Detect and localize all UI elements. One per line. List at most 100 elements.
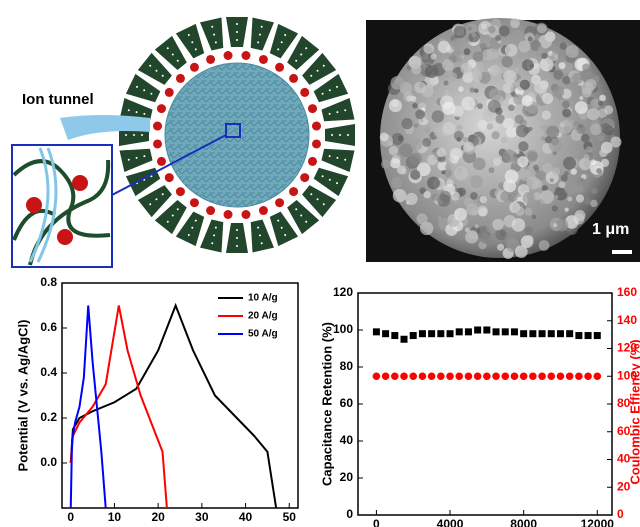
sem-flake bbox=[415, 109, 425, 119]
point bbox=[557, 330, 564, 337]
ion bbox=[312, 122, 321, 131]
ion bbox=[190, 63, 199, 72]
sem-flake bbox=[389, 99, 402, 112]
sem-flake bbox=[582, 63, 590, 71]
point bbox=[548, 330, 555, 337]
ligand-dot bbox=[215, 41, 217, 43]
ligand-block bbox=[200, 219, 223, 252]
y-tick-label: 0.8 bbox=[40, 275, 57, 289]
point bbox=[447, 330, 454, 337]
sem-flake bbox=[548, 51, 553, 56]
sem-flake bbox=[550, 178, 554, 182]
sem-flake bbox=[391, 177, 402, 188]
sem-flake bbox=[480, 43, 487, 50]
point bbox=[373, 372, 381, 380]
sem-flake bbox=[489, 88, 502, 101]
sem-flake bbox=[470, 175, 483, 188]
sem-flake bbox=[488, 26, 496, 34]
ion bbox=[275, 198, 284, 207]
sem-flake bbox=[534, 81, 547, 94]
sem-flake bbox=[501, 137, 507, 143]
sem-flake bbox=[409, 153, 421, 165]
sem-flake bbox=[461, 97, 475, 111]
point bbox=[584, 372, 592, 380]
ion bbox=[206, 55, 215, 64]
sem-flake bbox=[423, 43, 434, 54]
x-tick-label: 12000 bbox=[581, 517, 615, 527]
sem-flake bbox=[503, 149, 516, 162]
point bbox=[520, 330, 527, 337]
ligand-dot bbox=[213, 234, 215, 236]
ligand-block bbox=[200, 18, 223, 51]
sem-flake bbox=[431, 53, 437, 59]
ion bbox=[153, 139, 162, 148]
sem-flake bbox=[456, 137, 461, 142]
ligand-dot bbox=[277, 220, 279, 222]
ligand-dot bbox=[133, 134, 135, 136]
sem-flake bbox=[515, 245, 528, 258]
sem-flake bbox=[600, 123, 610, 133]
series-line bbox=[71, 306, 106, 509]
sem-flake bbox=[591, 188, 598, 195]
ligand-dot bbox=[261, 26, 263, 28]
ligand-dot bbox=[281, 41, 283, 43]
ion bbox=[153, 122, 162, 131]
sem-flake bbox=[465, 230, 478, 243]
point bbox=[428, 372, 436, 380]
sem-flake bbox=[503, 179, 516, 192]
ligand-dot bbox=[211, 26, 213, 28]
ion bbox=[165, 173, 174, 182]
ion bbox=[157, 157, 166, 166]
ligand-dot bbox=[167, 47, 169, 49]
sem-flake bbox=[489, 167, 495, 173]
sem-flake bbox=[560, 42, 567, 49]
sem-flake bbox=[449, 157, 454, 162]
ion bbox=[275, 63, 284, 72]
ligand-dot bbox=[322, 175, 324, 177]
ligand-dot bbox=[310, 193, 312, 195]
ligand-dot bbox=[336, 86, 338, 88]
sem-flake bbox=[512, 218, 526, 232]
sem-flake bbox=[559, 62, 566, 69]
sem-flake bbox=[466, 203, 478, 215]
ligand-dot bbox=[329, 89, 331, 91]
ion bbox=[190, 198, 199, 207]
point bbox=[594, 332, 601, 339]
ligand-dot bbox=[310, 75, 312, 77]
y-tick-label: 0.0 bbox=[40, 455, 57, 469]
point bbox=[575, 372, 583, 380]
sem-flake bbox=[501, 56, 512, 67]
sem-flake bbox=[489, 65, 501, 77]
sem-flake bbox=[515, 150, 519, 154]
sem-flake bbox=[401, 118, 412, 129]
point bbox=[493, 328, 500, 335]
sem-flake bbox=[482, 49, 493, 60]
sem-flake bbox=[528, 127, 532, 131]
point bbox=[511, 372, 519, 380]
sem-flake bbox=[463, 137, 469, 143]
sem-flake bbox=[590, 200, 597, 207]
ion bbox=[241, 210, 250, 219]
scale-bar bbox=[612, 250, 632, 254]
sem-flake bbox=[552, 167, 560, 175]
sem-flake bbox=[598, 135, 604, 141]
ion bbox=[157, 104, 166, 113]
ion bbox=[289, 74, 298, 83]
point bbox=[483, 372, 491, 380]
ion bbox=[308, 157, 317, 166]
sem-flake bbox=[487, 123, 494, 130]
ligand-dot bbox=[162, 75, 164, 77]
sem-flake bbox=[542, 111, 551, 120]
point bbox=[502, 328, 509, 335]
ligand-dot bbox=[347, 134, 349, 136]
sem-flake bbox=[610, 136, 621, 147]
ligand-dot bbox=[141, 134, 143, 136]
ligand-dot bbox=[259, 234, 261, 236]
scale-bar-label: 1 μm bbox=[592, 221, 629, 238]
sem-flake bbox=[472, 33, 476, 37]
ligand-dot bbox=[188, 234, 190, 236]
legend-label: 20 A/g bbox=[248, 311, 278, 322]
point bbox=[437, 330, 444, 337]
point bbox=[547, 372, 555, 380]
sem-flake bbox=[518, 41, 530, 53]
